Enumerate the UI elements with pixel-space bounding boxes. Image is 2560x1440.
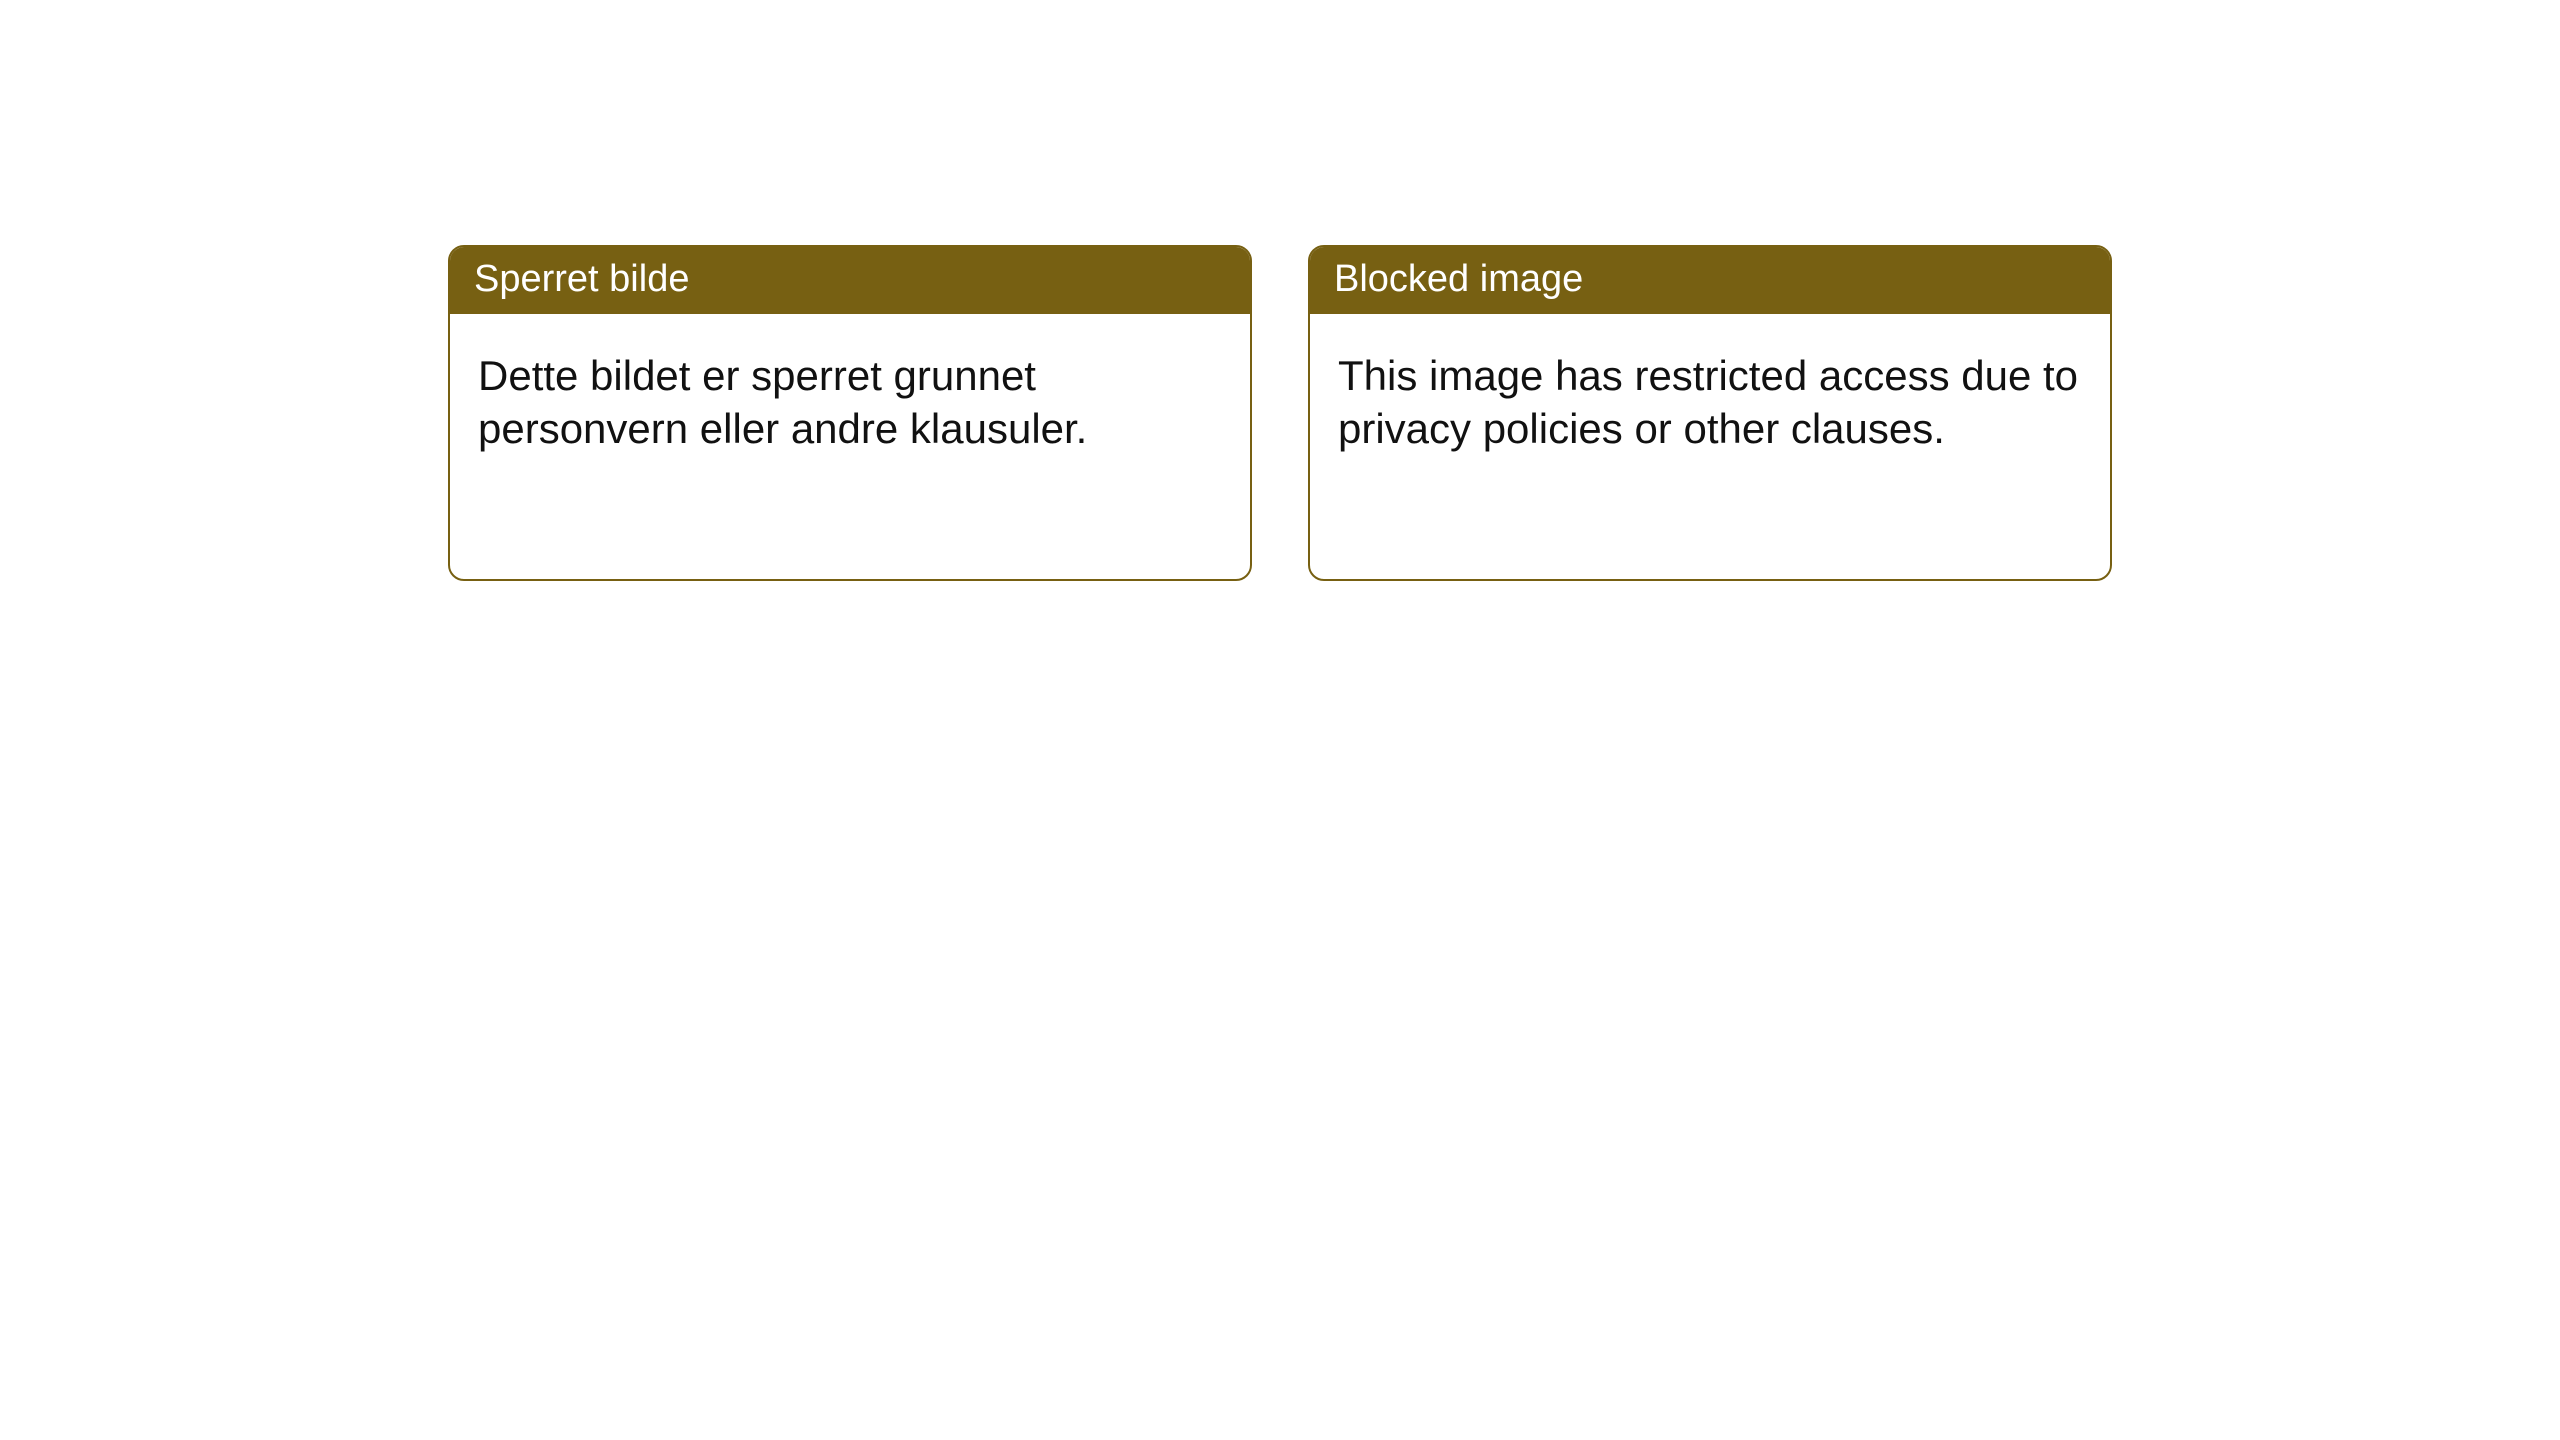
notice-panel-norwegian: Sperret bilde Dette bildet er sperret gr…: [448, 245, 1252, 581]
notice-container: Sperret bilde Dette bildet er sperret gr…: [448, 245, 2112, 581]
panel-title: Blocked image: [1334, 258, 1583, 300]
panel-body: Dette bildet er sperret grunnet personve…: [450, 314, 1250, 491]
panel-message: Dette bildet er sperret grunnet personve…: [478, 352, 1087, 452]
panel-header: Blocked image: [1310, 247, 2110, 314]
panel-body: This image has restricted access due to …: [1310, 314, 2110, 491]
panel-header: Sperret bilde: [450, 247, 1250, 314]
panel-message: This image has restricted access due to …: [1338, 352, 2078, 452]
notice-panel-english: Blocked image This image has restricted …: [1308, 245, 2112, 581]
panel-title: Sperret bilde: [474, 258, 689, 300]
